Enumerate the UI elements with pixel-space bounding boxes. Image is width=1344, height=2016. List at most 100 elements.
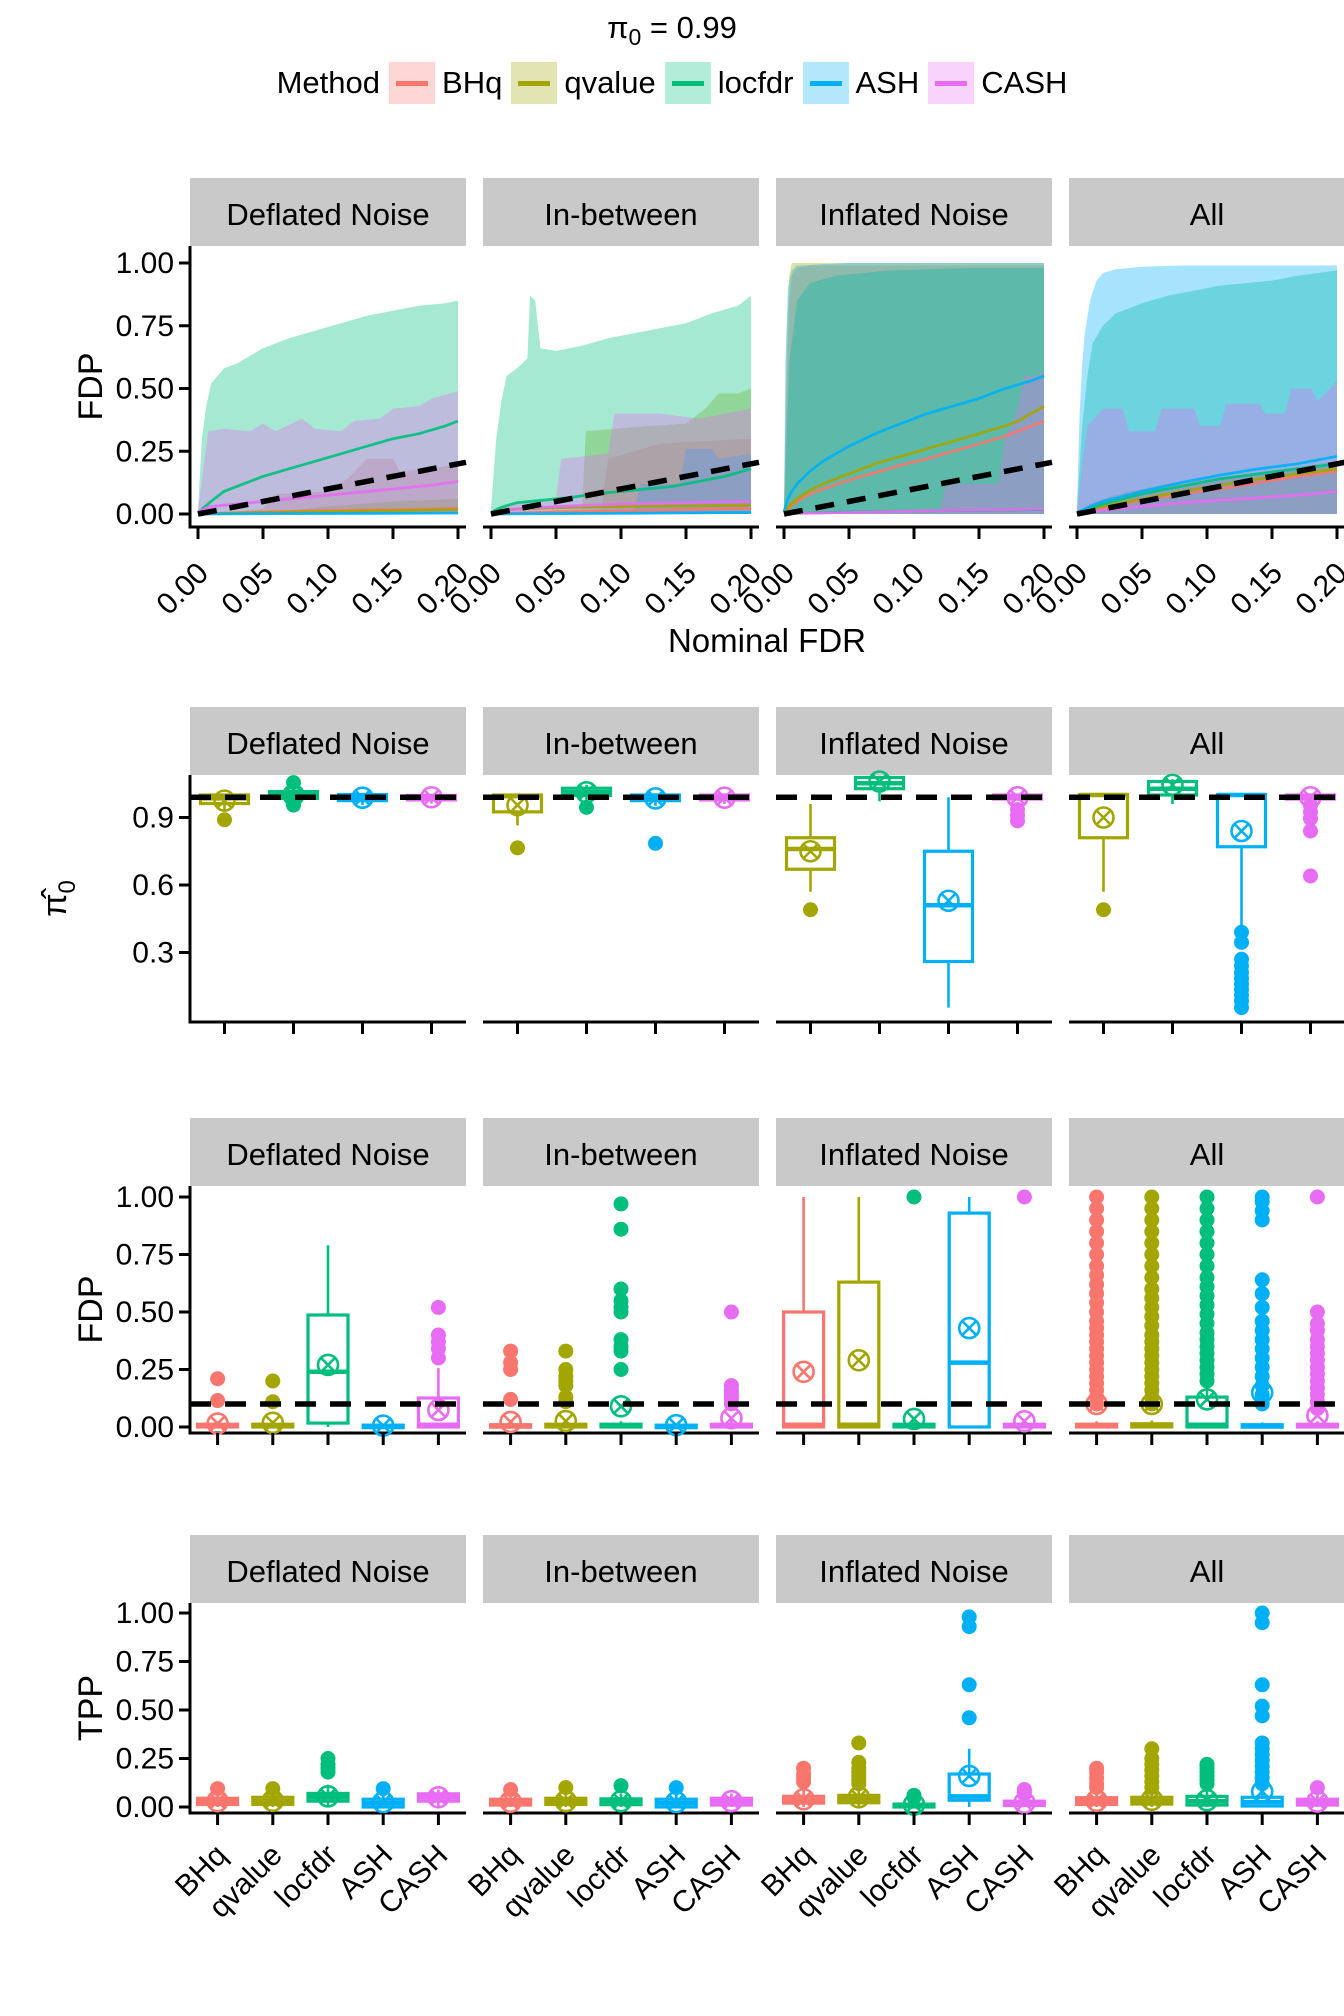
x-tick-label: 0.05 [215,557,280,622]
mean-marker-icon [316,1353,340,1377]
boxplot-qvalue [1130,1741,1174,1812]
panel-inflated-noise [776,1189,1052,1445]
mean-x2 [509,797,526,814]
mean-circle [261,1789,285,1813]
y-tick-label: 0.75 [116,1239,174,1272]
mean-marker-icon [847,1349,871,1372]
ribbon-locfdr [1077,270,1337,514]
facet-strip [776,178,1052,246]
x-tick-label: 0.10 [280,557,345,622]
panel-all [1069,1189,1344,1445]
y-axis-title: π̂0 [36,880,81,917]
boxplot-ASH [361,1781,405,1814]
boxplot-CASH [416,1299,460,1429]
ribbon-qvalue [784,263,1044,514]
mean-marker-icon [1306,1790,1329,1813]
facet-header-in-between: In-between [544,1137,697,1172]
mean-x2 [320,1788,336,1805]
mean-circle [499,1790,522,1814]
row-tpp-boxplots: Deflated Noise In-between Inflated Noise Al… [72,1535,1344,1924]
x-tick-label: 0.15 [345,557,410,622]
outlier-point [1089,1258,1105,1274]
facet-header-all: All [1190,1554,1224,1589]
outlier-point [723,1378,739,1394]
outlier-point [210,1371,226,1387]
outlier-point [1199,1270,1215,1285]
y-axis-title: TPP [72,1675,110,1741]
mean-circle [847,1786,871,1809]
mean-x2 [264,1792,281,1809]
mean-marker-icon [720,1789,743,1813]
boxplot-ASH [1215,792,1268,1016]
legend-swatch-icon [389,62,436,104]
outlier-point [510,840,525,856]
legend-item-label: qvalue [564,65,656,100]
mean-circle [792,1787,815,1811]
legend-item-CASH: CASH [928,62,1067,104]
outlier-point [1254,1698,1270,1714]
mean-circle [371,1790,395,1814]
mean-x2 [557,1413,574,1429]
boxplot-ASH [1240,1189,1284,1429]
mean-x2 [502,1793,519,1810]
boxplot-qvalue [544,1343,588,1433]
facet-strip [1069,707,1344,775]
mean-x2 [906,1796,922,1813]
boxplot-locfdr [599,1196,643,1429]
mean-circle [213,789,236,812]
mean-marker-icon [609,1789,633,1813]
mean-circle [427,1398,450,1422]
legend-swatch-icon [664,62,711,104]
mean-marker-icon [371,1790,395,1814]
outlier-point [1199,1756,1215,1772]
facet-header-inflated-noise: Inflated Noise [819,1554,1009,1589]
mean-circle [316,1785,340,1808]
mean-x2 [850,1352,867,1369]
outlier-point [1199,1189,1215,1205]
facet-header-inflated-noise: Inflated Noise [819,197,1009,232]
mean-x2 [906,1411,922,1427]
boxplot-locfdr [853,770,906,802]
outlier-point [1144,1224,1160,1239]
mean-marker-icon [847,1786,871,1809]
mean-circle [609,1789,633,1813]
mean-x2 [423,789,440,806]
mean-circle [499,1410,522,1434]
y-tick-label: 0.75 [116,310,174,343]
panel-all: 0.00 0.05 0.10 0.15 0.20 [1029,265,1344,621]
row-pi0-boxplots: Deflated Noise In-between Inflated Noise Al… [36,707,1344,1034]
outlier-point [648,835,663,851]
mean-x2 [795,1363,812,1380]
mean-circle [868,770,891,793]
legend-item-locfdr: locfdr [664,62,794,104]
panel-deflated-noise: 0.00 0.05 0.10 0.15 0.20 [150,300,475,622]
method-legend: Method BHq qvalue locfdr ASH CASH [0,62,1344,104]
boxplot-BHq [1074,1189,1119,1429]
outlier-point [1254,1677,1270,1693]
outlier-point [217,812,232,828]
mean-x2 [209,1415,226,1432]
mean-marker-icon [799,839,822,863]
outlier-point [1234,934,1249,950]
y-tick-label: 1.00 [116,1597,174,1630]
mean-circle [1013,1409,1036,1433]
x-tick-label: 0.00 [150,557,215,622]
facet-strip [776,707,1052,775]
mean-x2 [716,789,733,806]
facet-strip [1069,1535,1344,1603]
mean-marker-icon [868,770,891,793]
ribbon-CASH [784,370,1044,514]
mean-circle [1161,773,1184,797]
ribbon-locfdr [491,295,751,514]
panel-in-between [483,780,759,1034]
legend-item-label: ASH [855,65,920,100]
line-locfdr [1076,462,1338,515]
boxplot-locfdr [306,1245,350,1427]
mean-marker-icon [554,1789,578,1813]
y-tick-label: 0.50 [116,373,174,406]
outlier-point [503,1391,519,1407]
panel-deflated-noise [190,775,466,1034]
boxplot-qvalue [491,793,544,856]
outlier-point [961,1710,977,1726]
outlier-point [723,1304,739,1320]
